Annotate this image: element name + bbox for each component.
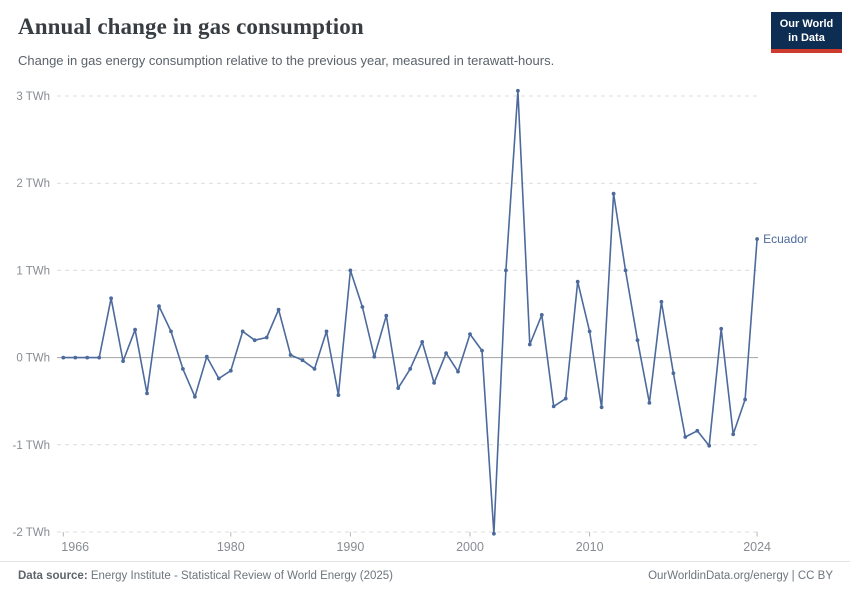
data-point-marker[interactable]	[587, 329, 592, 334]
data-point-marker[interactable]	[276, 307, 281, 312]
data-point-marker[interactable]	[456, 369, 460, 374]
y-tick-label: -1 TWh	[13, 440, 51, 452]
data-point-marker[interactable]	[348, 268, 353, 273]
data-point-marker[interactable]	[193, 394, 197, 399]
y-tick-label: 3 TWh	[16, 91, 50, 103]
data-point-marker[interactable]	[731, 432, 736, 437]
chart-subtitle: Change in gas energy consumption relativ…	[18, 53, 555, 68]
data-point-marker[interactable]	[599, 405, 604, 410]
data-point-marker[interactable]	[336, 393, 341, 397]
data-point-marker[interactable]	[384, 313, 389, 318]
data-point-marker[interactable]	[181, 367, 185, 371]
data-point-marker[interactable]	[300, 358, 305, 363]
data-point-marker[interactable]	[85, 355, 90, 360]
x-tick-label: 2010	[576, 540, 604, 554]
data-point-marker[interactable]	[73, 355, 78, 360]
x-tick-label: 2024	[743, 540, 771, 554]
data-point-marker[interactable]	[611, 191, 616, 196]
data-point-marker[interactable]	[659, 299, 664, 304]
data-point-marker[interactable]	[264, 335, 269, 340]
y-tick-label: -2 TWh	[13, 527, 51, 539]
data-point-marker[interactable]	[755, 237, 759, 241]
data-point-marker[interactable]	[695, 428, 700, 433]
footer-divider	[0, 561, 850, 562]
data-point-marker[interactable]	[61, 355, 66, 360]
data-point-marker[interactable]	[420, 340, 425, 344]
page-title: Annual change in gas consumption	[18, 14, 364, 39]
data-point-marker[interactable]	[563, 396, 568, 401]
data-point-marker[interactable]	[480, 348, 484, 353]
data-point-marker[interactable]	[252, 338, 257, 343]
data-point-marker[interactable]	[360, 305, 365, 309]
x-tick-label: 2000	[456, 540, 484, 554]
data-point-marker[interactable]	[169, 329, 173, 334]
data-point-marker[interactable]	[623, 268, 628, 273]
data-point-marker[interactable]	[157, 304, 161, 309]
data-point-marker[interactable]	[444, 351, 448, 356]
data-source-label: Data source:	[18, 570, 88, 582]
data-point-marker[interactable]	[743, 397, 747, 402]
data-point-marker[interactable]	[539, 313, 544, 317]
data-point-marker[interactable]	[527, 342, 532, 347]
data-point-marker[interactable]	[216, 376, 221, 381]
data-point-marker[interactable]	[671, 371, 676, 376]
data-point-marker[interactable]	[492, 531, 496, 536]
data-point-marker[interactable]	[204, 354, 209, 359]
data-point-marker[interactable]	[288, 353, 293, 357]
x-tick-label: 1990	[336, 540, 364, 554]
data-point-marker[interactable]	[145, 391, 149, 396]
data-point-marker[interactable]	[228, 368, 233, 373]
data-point-marker[interactable]	[372, 354, 377, 359]
series-line-ecuador[interactable]	[62, 90, 758, 535]
data-point-marker[interactable]	[719, 326, 724, 331]
data-source-text: Data source: Energy Institute - Statisti…	[18, 570, 393, 582]
data-point-marker[interactable]	[121, 359, 125, 363]
y-tick-label: 2 TWh	[16, 178, 50, 190]
series-end-label[interactable]: Ecuador	[763, 232, 808, 246]
data-point-marker[interactable]	[240, 329, 245, 334]
x-tick-label: 1966	[61, 540, 89, 554]
data-point-marker[interactable]	[707, 443, 712, 448]
data-point-marker[interactable]	[396, 386, 401, 390]
data-point-marker[interactable]	[551, 404, 556, 409]
data-point-marker[interactable]	[516, 88, 520, 93]
data-point-marker[interactable]	[109, 296, 113, 301]
data-point-marker[interactable]	[312, 367, 317, 371]
owid-logo[interactable]: Our World in Data	[771, 12, 842, 53]
data-point-marker[interactable]	[133, 327, 138, 332]
data-point-marker[interactable]	[468, 332, 472, 336]
data-point-marker[interactable]	[408, 367, 413, 371]
credit-link[interactable]: OurWorldinData.org/energy | CC BY	[648, 570, 833, 582]
y-tick-label: 1 TWh	[16, 265, 50, 277]
owid-logo-red-bar	[771, 49, 842, 53]
data-point-marker[interactable]	[635, 338, 640, 343]
data-point-marker[interactable]	[324, 329, 329, 334]
owid-logo-text: Our World in Data	[771, 12, 842, 49]
data-point-marker[interactable]	[575, 279, 580, 284]
data-point-marker[interactable]	[683, 435, 688, 439]
data-point-marker[interactable]	[504, 268, 508, 273]
y-tick-label: 0 TWh	[16, 353, 50, 365]
data-point-marker[interactable]	[97, 355, 102, 360]
x-tick-label: 1980	[217, 540, 245, 554]
data-point-marker[interactable]	[432, 381, 436, 385]
data-point-marker[interactable]	[647, 401, 652, 405]
chart-footer: Data source: Energy Institute - Statisti…	[18, 570, 833, 582]
